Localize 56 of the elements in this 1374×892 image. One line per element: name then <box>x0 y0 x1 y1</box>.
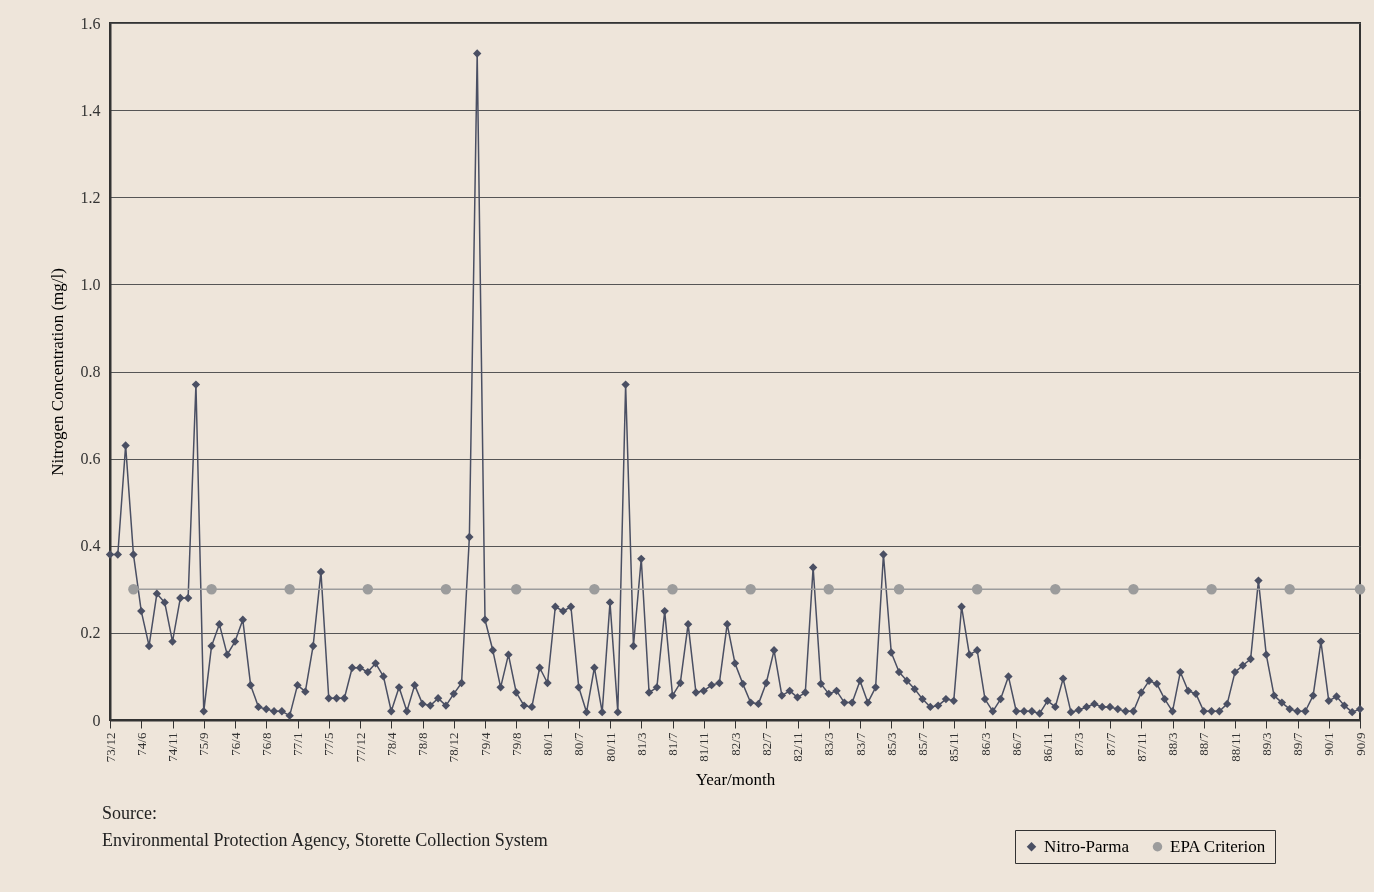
y-tick-label: 1.2 <box>80 188 101 206</box>
x-tick-label: 83/7 <box>852 732 868 756</box>
x-tick-label: 88/11 <box>1227 732 1243 762</box>
legend-label: Nitro-Parma <box>1044 836 1130 856</box>
x-tick-label: 88/7 <box>1196 732 1212 756</box>
x-tick-label: 89/7 <box>1290 732 1305 756</box>
x-tick-label: 90/9 <box>1352 732 1368 756</box>
x-tick-label: 86/3 <box>977 732 993 756</box>
y-tick-label: 1.4 <box>80 101 101 119</box>
y-tick-label: 1.6 <box>80 14 101 32</box>
x-tick-label: 78/12 <box>446 732 462 763</box>
text: Environmental Protection Agency, Storette Collection System <box>102 830 548 850</box>
y-tick-label: 1.0 <box>80 275 101 293</box>
x-tick-label: 82/7 <box>758 732 774 756</box>
x-tick-label: 87/3 <box>1071 732 1087 756</box>
x-tick-label: 85/3 <box>883 732 899 756</box>
x-tick-label: 80/1 <box>540 732 555 756</box>
x-tick-label: 81/11 <box>696 732 712 762</box>
x-tick-label: 77/5 <box>321 732 337 756</box>
x-tick-label: 75/9 <box>196 732 212 756</box>
y-tick-label: 0 <box>92 711 101 729</box>
x-tick-label: 86/11 <box>1040 732 1055 762</box>
y-axis-title: Nitrogen Concentration (mg/l) <box>47 268 67 476</box>
x-tick-label: 90/1 <box>1321 732 1337 756</box>
x-tick-label: 88/3 <box>1165 732 1180 756</box>
x-tick-label: 83/3 <box>821 732 837 756</box>
x-tick-label: 77/12 <box>352 732 368 763</box>
x-tick-label: 87/11 <box>1133 732 1149 762</box>
x-tick-label: 78/8 <box>415 732 430 756</box>
y-tick-label: 0.4 <box>80 537 101 555</box>
x-tick-label: 76/4 <box>227 732 243 756</box>
y-tick-label: 0.6 <box>80 450 101 468</box>
x-tick-label: 74/6 <box>133 732 149 756</box>
x-tick-label: 89/3 <box>1258 732 1274 756</box>
x-tick-label: 74/11 <box>165 732 180 762</box>
x-tick-label: 87/7 <box>1102 732 1118 756</box>
x-tick-label: 79/8 <box>508 732 524 756</box>
x-tick-label: 82/3 <box>727 732 743 756</box>
x-tick-label: 82/11 <box>790 732 805 762</box>
x-tick-label: 78/4 <box>383 732 399 756</box>
x-tick-label: 73/12 <box>102 732 118 763</box>
x-tick-label: 80/11 <box>602 732 618 762</box>
x-tick-label: 80/7 <box>571 732 587 756</box>
legend-label: EPA Criterion <box>1170 836 1266 856</box>
x-tick-label: 79/4 <box>477 732 493 756</box>
x-axis-title: Year/month <box>695 770 776 790</box>
x-tick-label: 81/7 <box>665 732 680 756</box>
x-tick-label: 85/11 <box>946 732 962 762</box>
x-tick-label: 86/7 <box>1008 732 1024 756</box>
x-tick-label: 77/1 <box>290 732 305 756</box>
x-tick-label: 76/8 <box>258 732 274 756</box>
source-note: Source: <box>102 803 157 823</box>
y-tick-label: 0.8 <box>80 363 101 380</box>
y-tick-label: 0.2 <box>80 624 101 642</box>
x-tick-label: 81/3 <box>633 732 649 756</box>
x-tick-label: 85/7 <box>915 732 930 756</box>
